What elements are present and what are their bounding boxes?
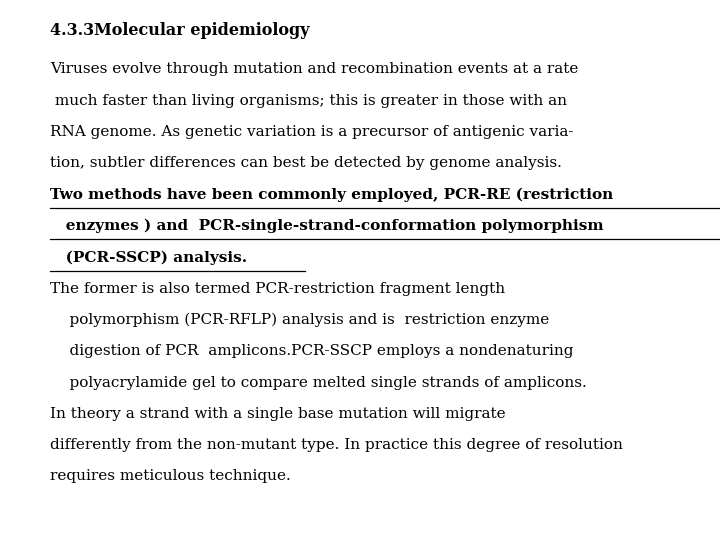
Text: 4.3.3Molecular epidemiology: 4.3.3Molecular epidemiology (50, 22, 310, 38)
Text: differently from the non-mutant type. In practice this degree of resolution: differently from the non-mutant type. In… (50, 438, 624, 452)
Text: polyacrylamide gel to compare melted single strands of amplicons.: polyacrylamide gel to compare melted sin… (50, 375, 587, 389)
Text: Two methods have been commonly employed, PCR-RE (restriction: Two methods have been commonly employed,… (50, 187, 613, 202)
Text: digestion of PCR  amplicons.PCR-SSCP employs a nondenaturing: digestion of PCR amplicons.PCR-SSCP empl… (50, 344, 574, 358)
Text: much faster than living organisms; this is greater in those with an: much faster than living organisms; this … (50, 93, 567, 107)
Text: RNA genome. As genetic variation is a precursor of antigenic varia-: RNA genome. As genetic variation is a pr… (50, 125, 574, 139)
Text: Viruses evolve through mutation and recombination events at a rate: Viruses evolve through mutation and reco… (50, 62, 579, 76)
Text: requires meticulous technique.: requires meticulous technique. (50, 469, 291, 483)
Text: tion, subtler differences can best be detected by genome analysis.: tion, subtler differences can best be de… (50, 156, 562, 170)
Text: In theory a strand with a single base mutation will migrate: In theory a strand with a single base mu… (50, 407, 506, 421)
Text: The former is also termed PCR-restriction fragment length: The former is also termed PCR-restrictio… (50, 281, 505, 295)
Text: polymorphism (PCR-RFLP) analysis and is  restriction enzyme: polymorphism (PCR-RFLP) analysis and is … (50, 313, 549, 327)
Text: (PCR-SSCP) analysis.: (PCR-SSCP) analysis. (50, 250, 248, 265)
Text: enzymes ) and  PCR-single-strand-conformation polymorphism: enzymes ) and PCR-single-strand-conforma… (50, 219, 604, 233)
